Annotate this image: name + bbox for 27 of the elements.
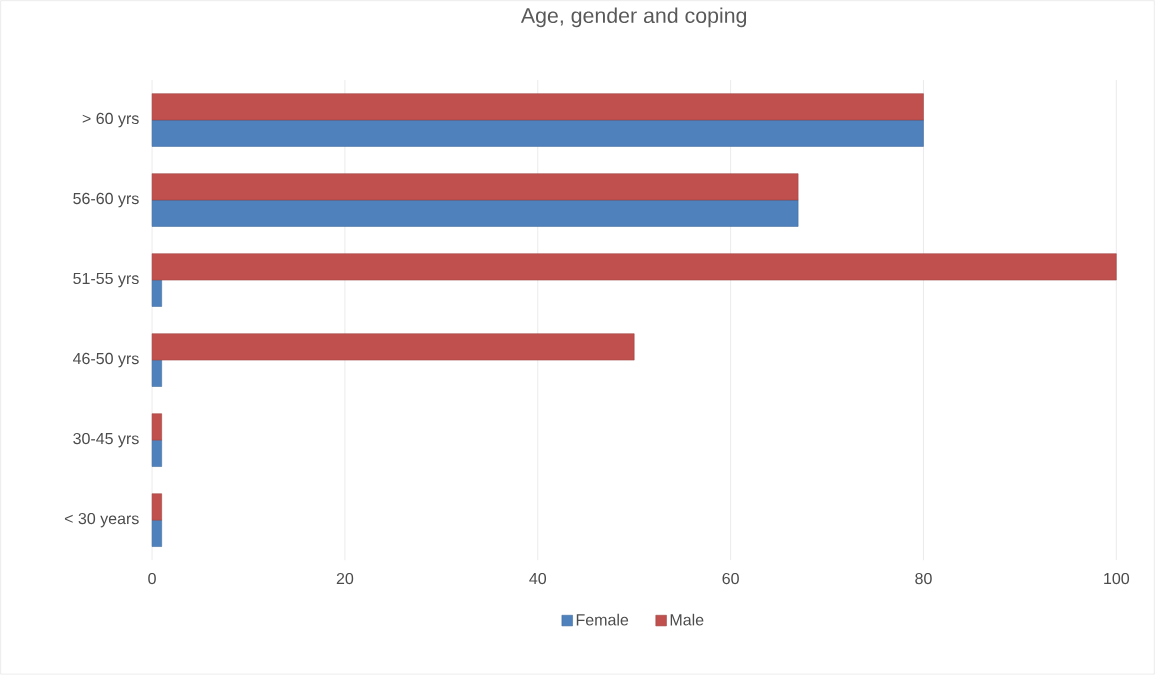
bar — [151, 439, 162, 467]
y-tick-label: 51-55 yrs — [73, 272, 139, 288]
legend-label: Female — [576, 613, 629, 626]
bar — [151, 333, 635, 361]
bar — [151, 493, 162, 521]
bar — [151, 119, 924, 147]
bar — [151, 519, 162, 547]
bar — [151, 173, 799, 201]
legend-label: Male — [670, 613, 704, 626]
y-tick-label: 30-45 yrs — [73, 432, 139, 448]
x-tick-label: 20 — [336, 572, 354, 585]
bar — [151, 253, 1117, 281]
x-tick-label: 100 — [1104, 572, 1130, 585]
x-tick-label: 60 — [722, 572, 739, 585]
bar — [151, 199, 799, 227]
y-tick-label: > 60 yrs — [82, 112, 139, 128]
x-tick-label: 80 — [915, 572, 932, 585]
bar — [151, 413, 162, 441]
bar — [151, 93, 924, 121]
y-tick-label: < 30 years — [64, 512, 139, 528]
x-tick-label: 0 — [148, 572, 156, 585]
bar — [151, 359, 162, 387]
y-tick-label: 46-50 yrs — [73, 352, 139, 368]
y-tick-label: 56-60 yrs — [73, 192, 139, 208]
x-tick-label: 40 — [529, 572, 547, 585]
chart-title: Age, gender and coping — [520, 7, 747, 28]
bar — [151, 279, 162, 307]
